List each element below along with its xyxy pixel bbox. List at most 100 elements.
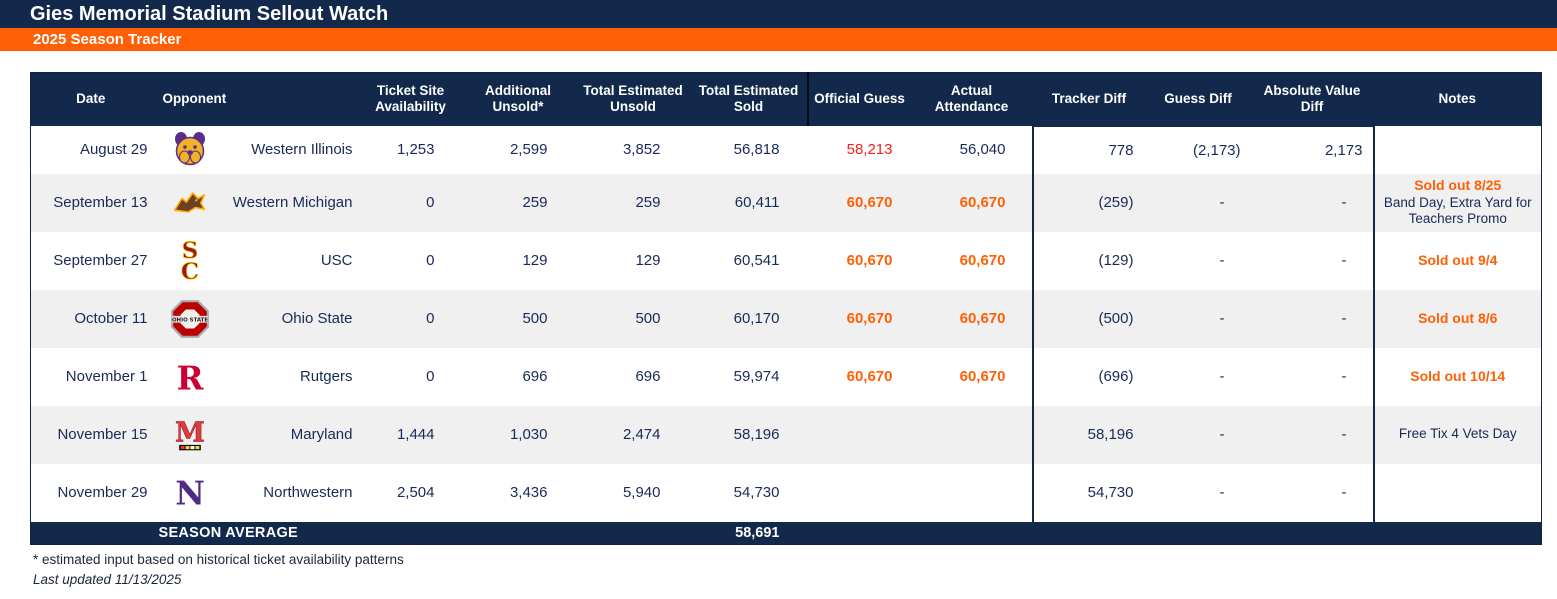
ticket-site-availability-cell[interactable]: 1,253 xyxy=(396,141,435,158)
tracker-diff-cell[interactable]: 54,730 xyxy=(1031,463,1146,522)
additional-unsold-cell[interactable]: 129 xyxy=(522,252,548,269)
opponent-logo-cell[interactable]: S C xyxy=(151,232,229,290)
notes-cell[interactable]: Sold out 9/4 xyxy=(1372,231,1542,290)
col-header-guess-diff[interactable]: Guess Diff xyxy=(1145,72,1251,126)
actual-attendance-cell[interactable] xyxy=(911,464,1033,522)
ticket-site-availability-cell[interactable]: 0 xyxy=(426,368,435,385)
absolute-value-diff-cell[interactable]: - xyxy=(1341,484,1347,501)
official-guess-cell[interactable]: 60,670 xyxy=(807,173,911,232)
col-header-total-estimated-sold[interactable]: Total Estimated Sold xyxy=(690,72,808,126)
actual-attendance-cell[interactable] xyxy=(910,405,1033,464)
guess-diff-cell[interactable]: - xyxy=(1219,484,1225,501)
opponent-logo-cell[interactable]: OHIO STATE xyxy=(150,289,229,348)
total-estimated-unsold-cell[interactable]: 5,940 xyxy=(622,484,661,501)
guess-diff-cell[interactable]: - xyxy=(1145,405,1251,464)
guess-diff-cell[interactable]: - xyxy=(1219,252,1225,269)
col-header-opponent[interactable]: Opponent xyxy=(150,72,361,126)
opponent-logo-cell[interactable]: M xyxy=(150,405,229,464)
actual-attendance-cell[interactable]: 60,670 xyxy=(910,173,1033,232)
col-header-official-guess[interactable]: Official Guess xyxy=(806,72,911,126)
notes-cell[interactable] xyxy=(1372,125,1542,174)
tracker-diff-cell[interactable]: (259) xyxy=(1031,173,1146,232)
opponent-logo-cell[interactable]: R xyxy=(151,348,229,406)
absolute-value-diff-cell[interactable]: - xyxy=(1341,368,1347,385)
total-estimated-sold-cell[interactable]: 58,196 xyxy=(690,405,808,464)
guess-diff-cell[interactable]: - xyxy=(1219,368,1225,385)
notes-cell[interactable]: Sold out 10/14 xyxy=(1372,347,1542,406)
date-cell[interactable]: October 11 xyxy=(30,289,151,348)
absolute-value-diff-cell[interactable]: - xyxy=(1341,252,1347,269)
official-guess-cell[interactable] xyxy=(807,405,911,464)
actual-attendance-cell[interactable]: 60,670 xyxy=(910,289,1033,348)
col-header-ticket-site-availability[interactable]: Ticket Site Availability xyxy=(360,72,461,126)
total-estimated-sold-cell[interactable]: 54,730 xyxy=(733,484,780,501)
additional-unsold-cell[interactable]: 500 xyxy=(460,289,576,348)
additional-unsold-cell[interactable]: 696 xyxy=(522,368,548,385)
guess-diff-cell[interactable]: - xyxy=(1145,289,1251,348)
opponent-name-cell[interactable]: Northwestern xyxy=(263,484,353,501)
tracker-diff-cell[interactable]: 58,196 xyxy=(1031,405,1146,464)
opponent-name-cell[interactable]: Ohio State xyxy=(228,289,361,348)
ticket-site-availability-cell[interactable]: 0 xyxy=(360,173,461,232)
additional-unsold-cell[interactable]: 3,436 xyxy=(509,484,548,501)
total-estimated-sold-cell[interactable]: 60,541 xyxy=(733,252,780,269)
opponent-logo-cell[interactable] xyxy=(150,173,229,232)
official-guess-cell[interactable]: 60,670 xyxy=(846,252,893,269)
opponent-name-cell[interactable]: Maryland xyxy=(228,405,361,464)
notes-cell[interactable] xyxy=(1372,463,1542,522)
col-header-notes[interactable]: Notes xyxy=(1373,72,1542,126)
ticket-site-availability-cell[interactable]: 1,444 xyxy=(360,405,461,464)
guess-diff-cell[interactable]: (2,173) xyxy=(1145,124,1251,174)
absolute-value-diff-cell[interactable]: 2,173 xyxy=(1250,124,1374,174)
opponent-logo-cell[interactable]: N xyxy=(151,464,229,522)
col-header-tracker-diff[interactable]: Tracker Diff xyxy=(1032,72,1146,126)
total-estimated-unsold-cell[interactable]: 2,474 xyxy=(575,405,691,464)
actual-attendance-cell[interactable]: 56,040 xyxy=(959,141,1006,158)
official-guess-cell[interactable]: 60,670 xyxy=(846,368,893,385)
notes-cell[interactable]: Sold out 8/6 xyxy=(1372,289,1542,348)
notes-cell[interactable]: Sold out 8/25 Band Day, Extra Yard for Te… xyxy=(1372,173,1542,232)
total-estimated-sold-cell[interactable]: 59,974 xyxy=(733,368,780,385)
ticket-site-availability-cell[interactable]: 0 xyxy=(360,289,461,348)
date-cell[interactable]: September 27 xyxy=(53,252,148,269)
total-estimated-unsold-cell[interactable]: 259 xyxy=(575,173,691,232)
total-estimated-sold-cell[interactable]: 60,170 xyxy=(690,289,808,348)
date-cell[interactable]: November 1 xyxy=(65,368,148,385)
total-estimated-sold-cell[interactable]: 56,818 xyxy=(733,141,780,158)
col-header-absolute-value-diff[interactable]: Absolute Value Diff xyxy=(1250,72,1374,126)
opponent-name-cell[interactable]: Western Michigan xyxy=(228,173,361,232)
official-guess-cell[interactable]: 58,213 xyxy=(846,141,893,158)
total-estimated-unsold-cell[interactable]: 129 xyxy=(635,252,661,269)
tracker-diff-cell[interactable]: (129) xyxy=(1031,231,1146,290)
tracker-diff-cell[interactable]: 778 xyxy=(1031,124,1146,174)
date-cell[interactable]: November 29 xyxy=(57,484,148,501)
total-estimated-sold-cell[interactable]: 60,411 xyxy=(690,173,808,232)
additional-unsold-cell[interactable]: 1,030 xyxy=(460,405,576,464)
total-estimated-unsold-cell[interactable]: 3,852 xyxy=(622,141,661,158)
additional-unsold-cell[interactable]: 2,599 xyxy=(509,141,548,158)
guess-diff-cell[interactable]: - xyxy=(1145,173,1251,232)
official-guess-cell[interactable] xyxy=(808,464,911,522)
col-header-actual-attendance[interactable]: Actual Attendance xyxy=(910,72,1033,126)
date-cell[interactable]: August 29 xyxy=(79,141,148,158)
total-estimated-unsold-cell[interactable]: 500 xyxy=(575,289,691,348)
col-header-date[interactable]: Date xyxy=(30,72,151,126)
total-estimated-unsold-cell[interactable]: 696 xyxy=(635,368,661,385)
absolute-value-diff-cell[interactable]: - xyxy=(1250,289,1374,348)
date-cell[interactable]: November 15 xyxy=(30,405,151,464)
ticket-site-availability-cell[interactable]: 2,504 xyxy=(396,484,435,501)
actual-attendance-cell[interactable]: 60,670 xyxy=(959,368,1006,385)
official-guess-cell[interactable]: 60,670 xyxy=(807,289,911,348)
absolute-value-diff-cell[interactable]: - xyxy=(1250,173,1374,232)
opponent-logo-cell[interactable] xyxy=(151,126,229,174)
absolute-value-diff-cell[interactable]: - xyxy=(1250,405,1374,464)
tracker-diff-cell[interactable]: (696) xyxy=(1031,347,1146,406)
opponent-name-cell[interactable]: USC xyxy=(320,252,353,269)
tracker-diff-cell[interactable]: (500) xyxy=(1031,289,1146,348)
opponent-name-cell[interactable]: Rutgers xyxy=(299,368,353,385)
notes-cell[interactable]: Free Tix 4 Vets Day xyxy=(1372,405,1542,464)
opponent-name-cell[interactable]: Western Illinois xyxy=(251,141,353,158)
col-header-total-estimated-unsold[interactable]: Total Estimated Unsold xyxy=(575,72,691,126)
actual-attendance-cell[interactable]: 60,670 xyxy=(959,252,1006,269)
ticket-site-availability-cell[interactable]: 0 xyxy=(426,252,435,269)
